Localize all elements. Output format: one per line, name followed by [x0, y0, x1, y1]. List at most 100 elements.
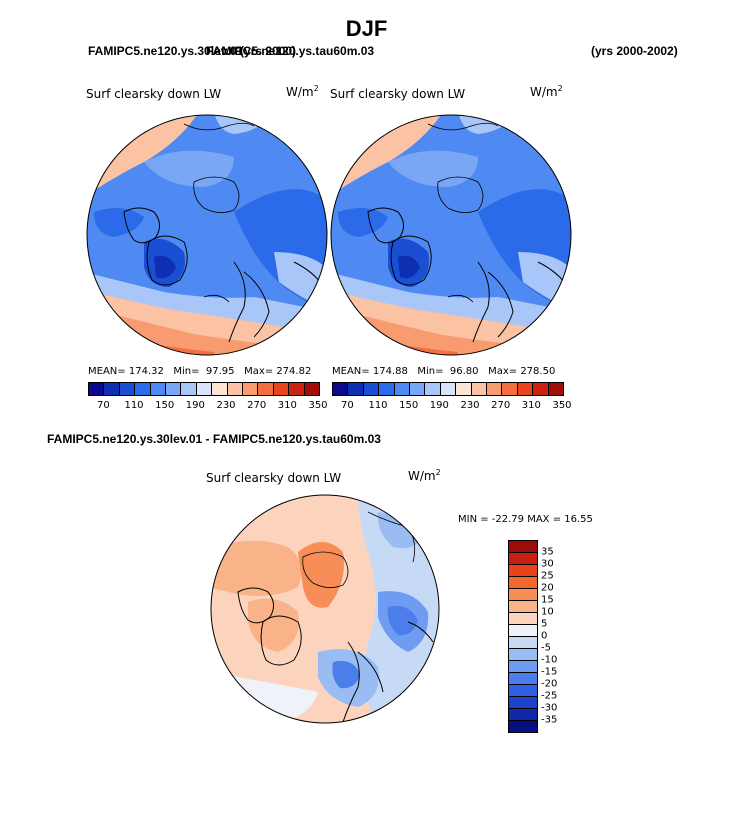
diff-colorbar-tick-label: -20	[541, 678, 558, 690]
diff-colorbar-tick-label: 15	[541, 594, 554, 606]
colorbar-swatch	[212, 383, 228, 395]
diff-colorbar-tick-label: 10	[541, 606, 554, 618]
colorbar-tick-label: 150	[155, 400, 175, 411]
colorbar-tick-label: 70	[96, 400, 110, 411]
diff-colorbar-swatch	[509, 553, 537, 565]
colorbar-tick-label: 110	[124, 400, 144, 411]
colorbar-tick-label: 110	[368, 400, 388, 411]
colorbar-swatch	[425, 383, 441, 395]
colorbar-swatch	[166, 383, 182, 395]
diff-colorbar-swatch	[509, 697, 537, 709]
panel1-stats: MEAN= 174.32 Min= 97.95 Max= 274.82	[88, 366, 312, 377]
diff-units: W/m2	[408, 468, 441, 483]
panel2-mean: 174.88	[372, 366, 408, 377]
diff-colorbar-swatch	[509, 565, 537, 577]
panel2-min: 96.80	[449, 366, 479, 377]
panel2-polar-map	[330, 114, 572, 356]
panel2-units: W/m2	[530, 84, 563, 99]
colorbar-swatch	[227, 383, 244, 395]
diff-colorbar-tick-label: -10	[541, 654, 558, 666]
panel1-mean: 174.32	[128, 366, 164, 377]
diff-colorbar-swatch	[509, 649, 537, 661]
diff-colorbar	[508, 540, 538, 733]
diff-colorbar-tick-label: -35	[541, 714, 558, 726]
diff-colorbar-tick-label: -15	[541, 666, 558, 678]
colorbar-swatch	[487, 383, 503, 395]
diff-label: Surf clearsky down LW	[206, 471, 342, 485]
colorbar-swatch	[379, 383, 395, 395]
colorbar-swatch	[440, 383, 457, 395]
diff-polar-map	[210, 494, 440, 724]
colorbar-swatch	[533, 383, 549, 395]
diff-colorbar-swatch	[509, 721, 537, 732]
main-title: DJF	[345, 16, 388, 41]
panel1-units: W/m2	[286, 84, 319, 99]
panel1-min: 97.95	[205, 366, 235, 377]
colorbar-tick-label: 310	[521, 400, 541, 411]
colorbar-swatch	[104, 383, 120, 395]
diff-colorbar-swatch	[509, 673, 537, 685]
panel2-label: Surf clearsky down LW	[330, 87, 466, 101]
colorbar-swatch	[150, 383, 167, 395]
colorbar-swatch	[289, 383, 305, 395]
diff-colorbar-swatch	[509, 601, 537, 613]
diff-colorbar-tick-label: 0	[541, 630, 548, 642]
panel1-max: 274.82	[276, 366, 312, 377]
colorbar-swatch	[363, 383, 380, 395]
colorbar-tick-label: 190	[429, 400, 449, 411]
colorbar-swatch	[119, 383, 136, 395]
colorbar-tick-label: 70	[340, 400, 354, 411]
diff-colorbar-tick-label: 20	[541, 582, 554, 594]
case-name-overlap: FAMIPC5.ne120.ys.tau60m.03	[206, 44, 375, 58]
colorbar-swatch	[181, 383, 197, 395]
diff-colorbar-swatch	[509, 637, 537, 649]
colorbar-tick-label: 190	[185, 400, 205, 411]
diff-colorbar-tick-label: 30	[541, 558, 554, 570]
colorbar-swatch	[89, 383, 105, 395]
diff-colorbar-tick-label: 5	[541, 618, 548, 630]
colorbar-swatch	[456, 383, 472, 395]
diff-colorbar-swatch	[509, 613, 537, 625]
diff-colorbar-swatch	[509, 541, 537, 553]
colorbar-swatch	[471, 383, 488, 395]
colorbar-swatch	[502, 383, 518, 395]
diff-colorbar-swatch	[509, 661, 537, 673]
panel1-colorbar	[88, 382, 320, 396]
panel1-label: Surf clearsky down LW	[86, 87, 222, 101]
colorbar-tick-label: 270	[247, 400, 267, 411]
colorbar-swatch	[548, 383, 564, 395]
colorbar-swatch	[304, 383, 320, 395]
colorbar-swatch	[410, 383, 426, 395]
panel2-max: 278.50	[520, 366, 556, 377]
colorbar-swatch	[243, 383, 259, 395]
colorbar-swatch	[135, 383, 151, 395]
colorbar-tick-label: 270	[491, 400, 511, 411]
diff-colorbar-tick-label: 25	[541, 570, 554, 582]
diff-colorbar-swatch	[509, 577, 537, 589]
panel2-colorbar	[332, 382, 564, 396]
diff-colorbar-swatch	[509, 589, 537, 601]
diff-colorbar-tick-label: -5	[541, 642, 551, 654]
colorbar-swatch	[394, 383, 411, 395]
years-right: (yrs 2000-2002)	[591, 44, 678, 58]
diff-colorbar-tick-label: -25	[541, 690, 558, 702]
colorbar-swatch	[348, 383, 364, 395]
diff-colorbar-tick-label: 35	[541, 546, 554, 558]
colorbar-swatch	[333, 383, 349, 395]
colorbar-swatch	[196, 383, 213, 395]
diff-colorbar-tick-label: -30	[541, 702, 558, 714]
diff-title: FAMIPC5.ne120.ys.30lev.01 - FAMIPC5.ne12…	[47, 432, 381, 446]
years-left: (yrs 2000)	[240, 44, 297, 58]
colorbar-swatch	[273, 383, 290, 395]
colorbar-tick-label: 230	[460, 400, 480, 411]
diff-colorbar-swatch	[509, 625, 537, 637]
colorbar-tick-label: 350	[308, 400, 328, 411]
colorbar-tick-label: 310	[277, 400, 297, 411]
colorbar-tick-label: 150	[399, 400, 419, 411]
panel2-stats: MEAN= 174.88 Min= 96.80 Max= 278.50	[332, 366, 556, 377]
case-name-left: FAMIPC5.ne120.ys.30lev.01	[88, 44, 244, 58]
panel1-polar-map	[86, 114, 328, 356]
colorbar-swatch	[258, 383, 274, 395]
colorbar-swatch	[517, 383, 534, 395]
diff-colorbar-swatch	[509, 685, 537, 697]
